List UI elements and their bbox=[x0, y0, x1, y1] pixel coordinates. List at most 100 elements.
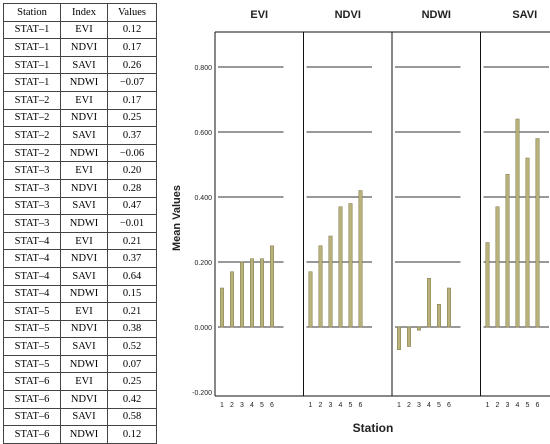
cell-value: −0.01 bbox=[108, 215, 157, 233]
cell-index: NDVI bbox=[61, 109, 108, 127]
bar-evi-station-4 bbox=[250, 259, 253, 327]
cell-station: STAT–1 bbox=[4, 21, 61, 39]
cell-station: STAT–4 bbox=[4, 285, 61, 303]
cell-value: 0.42 bbox=[108, 391, 157, 409]
cell-value: 0.47 bbox=[108, 197, 157, 215]
cell-value: 0.26 bbox=[108, 56, 157, 74]
column-header-index: Index bbox=[61, 4, 108, 22]
cell-index: NDVI bbox=[61, 250, 108, 268]
bar-ndwi-station-3 bbox=[417, 327, 420, 330]
cell-station: STAT–1 bbox=[4, 39, 61, 57]
bar-ndvi-station-3 bbox=[329, 236, 332, 327]
cell-index: NDVI bbox=[61, 39, 108, 57]
cell-index: EVI bbox=[61, 303, 108, 321]
cell-value: −0.06 bbox=[108, 144, 157, 162]
cell-station: STAT–2 bbox=[4, 91, 61, 109]
bar-evi-station-1 bbox=[220, 288, 223, 327]
x-tick-label: 1 bbox=[397, 402, 401, 409]
bar-evi-station-6 bbox=[270, 246, 273, 327]
cell-station: STAT–6 bbox=[4, 391, 61, 409]
cell-station: STAT–3 bbox=[4, 179, 61, 197]
column-header-values: Values bbox=[108, 4, 157, 22]
bar-evi-station-2 bbox=[230, 272, 233, 327]
cell-index: EVI bbox=[61, 91, 108, 109]
cell-value: 0.25 bbox=[108, 373, 157, 391]
x-tick-label: 5 bbox=[526, 402, 530, 409]
cell-value: 0.25 bbox=[108, 109, 157, 127]
x-tick-label: 3 bbox=[506, 402, 510, 409]
cell-index: NDWI bbox=[61, 144, 108, 162]
cell-index: NDWI bbox=[61, 215, 108, 233]
panel-title: SAVI bbox=[512, 9, 537, 21]
cell-station: STAT–5 bbox=[4, 355, 61, 373]
y-tick-label: 0.400 bbox=[194, 195, 212, 202]
cell-station: STAT–5 bbox=[4, 338, 61, 356]
cell-index: EVI bbox=[61, 162, 108, 180]
x-tick-label: 1 bbox=[486, 402, 490, 409]
y-tick-label: -0.200 bbox=[192, 390, 212, 397]
x-tick-label: 5 bbox=[437, 402, 441, 409]
bar-ndvi-station-2 bbox=[319, 246, 322, 327]
cell-value: 0.17 bbox=[108, 39, 157, 57]
x-tick-label: 2 bbox=[407, 402, 411, 409]
bar-savi-station-1 bbox=[486, 243, 489, 328]
cell-station: STAT–2 bbox=[4, 127, 61, 145]
cell-station: STAT–6 bbox=[4, 373, 61, 391]
bar-evi-station-3 bbox=[240, 262, 243, 327]
x-tick-label: 4 bbox=[250, 402, 254, 409]
bar-ndwi-station-2 bbox=[407, 327, 410, 347]
bar-savi-station-4 bbox=[516, 119, 519, 327]
cell-station: STAT–2 bbox=[4, 144, 61, 162]
cell-value: 0.37 bbox=[108, 127, 157, 145]
bar-savi-station-5 bbox=[526, 158, 529, 327]
x-tick-label: 4 bbox=[339, 402, 343, 409]
cell-value: 0.64 bbox=[108, 267, 157, 285]
x-tick-label: 4 bbox=[516, 402, 520, 409]
x-tick-label: 2 bbox=[230, 402, 234, 409]
bar-ndvi-station-5 bbox=[349, 204, 352, 328]
bar-savi-station-2 bbox=[496, 207, 499, 327]
cell-index: SAVI bbox=[61, 408, 108, 426]
y-tick-label: 0.200 bbox=[194, 260, 212, 267]
cell-station: STAT–3 bbox=[4, 162, 61, 180]
cell-station: STAT–2 bbox=[4, 109, 61, 127]
cell-value: 0.21 bbox=[108, 232, 157, 250]
x-tick-label: 6 bbox=[536, 402, 540, 409]
cell-value: 0.12 bbox=[108, 426, 157, 444]
x-tick-label: 5 bbox=[349, 402, 353, 409]
x-tick-label: 3 bbox=[329, 402, 333, 409]
cell-value: 0.38 bbox=[108, 320, 157, 338]
cell-station: STAT–6 bbox=[4, 426, 61, 444]
cell-index: SAVI bbox=[61, 267, 108, 285]
cell-index: NDWI bbox=[61, 285, 108, 303]
x-tick-label: 3 bbox=[240, 402, 244, 409]
cell-value: 0.17 bbox=[108, 91, 157, 109]
y-tick-label: 0.600 bbox=[194, 130, 212, 137]
cell-value: 0.20 bbox=[108, 162, 157, 180]
cell-station: STAT–3 bbox=[4, 197, 61, 215]
panel-title: EVI bbox=[250, 9, 268, 21]
cell-index: NDWI bbox=[61, 426, 108, 444]
